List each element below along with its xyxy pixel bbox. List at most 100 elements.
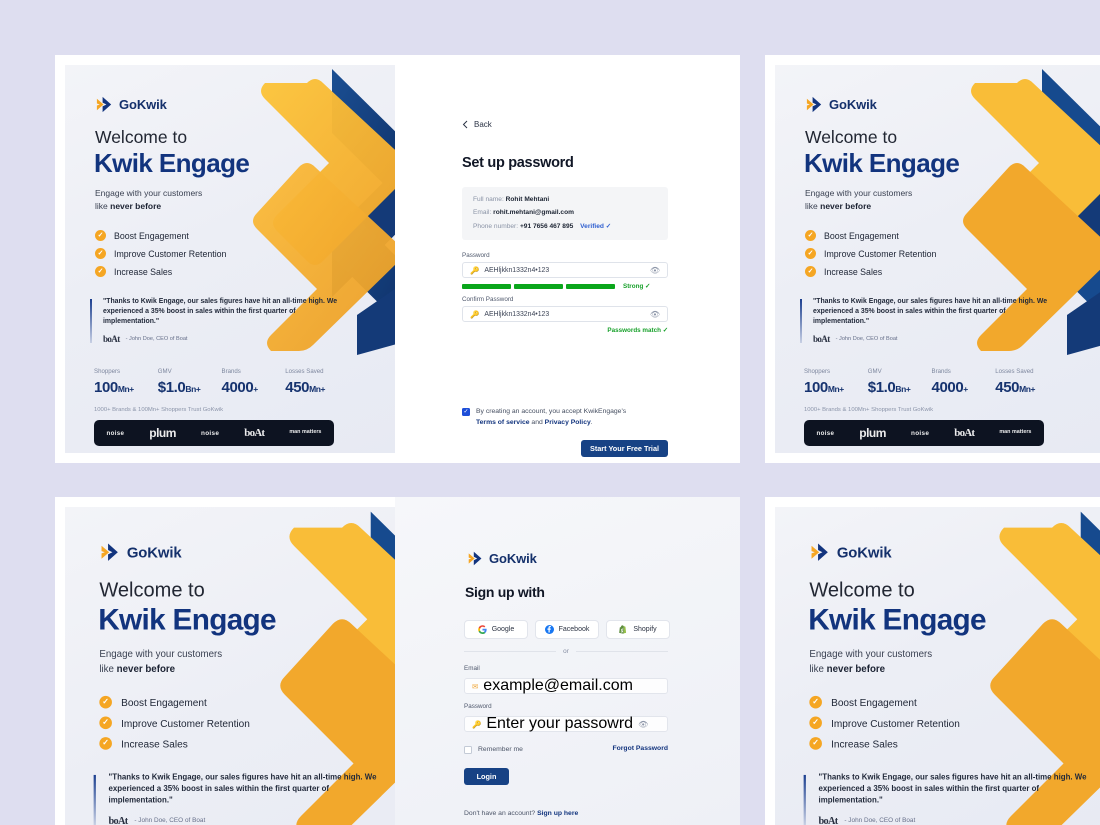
- hero-content: GoKwik Welcome to Kwik Engage Engage wit…: [775, 507, 1100, 825]
- facebook-login-button[interactable]: Facebook: [535, 620, 599, 639]
- email-label: Email:: [473, 209, 492, 216]
- brand-logo-man-matters: man matters: [999, 429, 1032, 436]
- hero-feature-2: ✓ Improve Customer Retention: [809, 716, 960, 730]
- testimonial: "Thanks to Kwik Engage, our sales figure…: [93, 773, 380, 825]
- testimonial-author-row: boAt - John Doe, CEO of Boat: [813, 334, 1050, 344]
- hero-feature-label: Improve Customer Retention: [114, 248, 227, 259]
- toggle-confirm-password-visibility-icon[interactable]: 👁: [649, 309, 660, 319]
- terms-checkbox[interactable]: ✓: [462, 408, 470, 416]
- hero-feature-2: ✓ Improve Customer Retention: [99, 716, 250, 730]
- gokwik-mark-icon: [806, 96, 822, 113]
- stat-number: 450: [285, 379, 310, 396]
- hero-feature-label: Improve Customer Retention: [831, 717, 960, 729]
- stat-label: Shoppers: [804, 368, 831, 375]
- gokwik-logo-text: GoKwik: [836, 543, 892, 561]
- stat-label: Shoppers: [94, 368, 121, 375]
- info-row-fullname: Full name: Rohit Mehtani: [473, 196, 657, 203]
- gokwik-logo-text: GoKwik: [829, 97, 877, 112]
- login-button[interactable]: Login: [464, 768, 509, 785]
- start-free-trial-button[interactable]: Start Your Free Trial: [581, 440, 668, 457]
- hero-feature-3: ✓ Increase Sales: [99, 737, 188, 750]
- forgot-password-link[interactable]: Forgot Password: [612, 745, 668, 752]
- facebook-icon: [544, 625, 554, 634]
- stat-label: Losses Saved: [285, 368, 324, 375]
- hero-feature-label: Boost Engagement: [831, 696, 917, 708]
- brand-logo-bar: noise plum noise boAt man matters: [94, 420, 334, 446]
- toggle-password-visibility-icon[interactable]: 👁: [638, 719, 649, 729]
- back-button[interactable]: Back: [462, 120, 492, 129]
- toggle-password-visibility-icon[interactable]: 👁: [649, 265, 660, 275]
- social-login-row: Google Facebook Shopify: [464, 620, 670, 639]
- testimonial-author-row: boAt - John Doe, CEO of Boat: [109, 815, 380, 825]
- strength-segment: [514, 284, 563, 289]
- hero-feature-label: Increase Sales: [121, 737, 188, 750]
- testimonial: "Thanks to Kwik Engage, our sales figure…: [803, 773, 1090, 825]
- brand-logo-noise-alt: noise: [201, 429, 220, 437]
- divider-label: or: [563, 648, 569, 655]
- check-circle-icon: ✓: [95, 230, 106, 241]
- chevron-artwork-icon: [253, 69, 405, 355]
- stat-value: $1.0Bn+: [868, 379, 932, 396]
- stat-number: 4000: [931, 379, 964, 396]
- signup-email-placeholder: example@email.com: [483, 677, 633, 694]
- shopify-icon: [619, 625, 627, 634]
- stat-item: Shoppers 100Mn+: [804, 368, 868, 396]
- signup-password-input[interactable]: 🔑 Enter your passowrd 👁: [464, 715, 668, 732]
- stat-unit: Bn+: [185, 384, 201, 394]
- stat-unit: Mn+: [309, 384, 326, 394]
- stat-item: Losses Saved 450Mn+: [995, 368, 1059, 396]
- signup-email-input[interactable]: ✉ example@email.com: [464, 677, 668, 694]
- password-value: AEHljkkn1332n4•123: [484, 266, 550, 274]
- terms-of-service-link[interactable]: Terms of service: [476, 418, 530, 426]
- hero-feature-1: ✓ Boost Engagement: [809, 695, 917, 709]
- hero-subtitle: Engage with your customers like never be…: [809, 647, 932, 676]
- chevron-left-icon: [462, 120, 468, 129]
- hero-feature-2: ✓ Improve Customer Retention: [805, 248, 936, 259]
- terms-prefix: By creating an account, you accept KwikE…: [476, 408, 627, 415]
- gokwik-logo: GoKwik: [99, 541, 182, 563]
- hero-subtitle: Engage with your customers like never be…: [99, 647, 222, 676]
- hero-content: GoKwik Welcome to Kwik Engage Engage wit…: [65, 65, 405, 453]
- check-circle-icon: ✓: [95, 248, 106, 259]
- hero-feature-label: Increase Sales: [824, 266, 883, 277]
- stat-value: 4000+: [222, 379, 286, 396]
- terms-text: By creating an account, you accept KwikE…: [476, 407, 626, 428]
- testimonial-author: - John Doe, CEO of Boat: [844, 817, 916, 825]
- check-circle-icon: ✓: [805, 230, 816, 241]
- panel-bottom-right: GoKwik Welcome to Kwik Engage Engage wit…: [765, 497, 1100, 825]
- stat-unit: +: [253, 384, 258, 394]
- stat-unit: +: [963, 384, 968, 394]
- chevron-artwork-icon: [990, 511, 1100, 825]
- signup-email-label: Email: [464, 665, 480, 672]
- brand-logo-man-matters: man matters: [289, 429, 322, 436]
- sign-up-here-link[interactable]: Sign up here: [537, 810, 579, 817]
- shopify-login-button[interactable]: Shopify: [606, 620, 670, 639]
- stat-value: 4000+: [932, 379, 996, 396]
- brand-logo-plum: plum: [859, 426, 886, 440]
- signup-password-placeholder: Enter your passowrd: [486, 715, 634, 732]
- testimonial-author-row: boAt - John Doe, CEO of Boat: [103, 334, 340, 344]
- confirm-password-label: Confirm Password: [462, 296, 514, 303]
- gokwik-logo: GoKwik: [95, 95, 167, 114]
- hero-feature-3: ✓ Increase Sales: [95, 266, 172, 277]
- remember-me-row[interactable]: Remember me: [464, 745, 523, 754]
- terms-row: ✓ By creating an account, you accept Kwi…: [462, 407, 677, 428]
- stat-unit: Mn+: [827, 384, 844, 394]
- remember-me-checkbox[interactable]: [464, 746, 472, 754]
- account-info-box: Full name: Rohit Mehtani Email: rohit.me…: [462, 187, 668, 240]
- hero-feature-label: Increase Sales: [831, 737, 898, 750]
- confirm-password-input[interactable]: 🔑 AEHljkkn1332n4•123 👁: [462, 306, 668, 322]
- hero-feature-2: ✓ Improve Customer Retention: [95, 248, 226, 259]
- stat-number: $1.0: [157, 379, 186, 396]
- shopify-login-label: Shopify: [633, 626, 657, 633]
- testimonial-text: "Thanks to Kwik Engage, our sales figure…: [108, 773, 377, 805]
- hero-subtitle: Engage with your customers like never be…: [805, 187, 912, 212]
- password-input[interactable]: 🔑 AEHljkkn1332n4•123 👁: [462, 262, 668, 278]
- testimonial-author: - John Doe, CEO of Boat: [134, 817, 206, 825]
- brand-logo-bar: noise plum noise boAt man matters: [804, 420, 1044, 446]
- google-login-button[interactable]: Google: [464, 620, 528, 639]
- set-up-password-panel: Back Set up password Full name: Rohit Me…: [395, 55, 740, 463]
- privacy-policy-link[interactable]: Privacy Policy: [544, 418, 591, 426]
- stat-label: Losses Saved: [995, 368, 1034, 375]
- stat-label: Brands: [221, 368, 241, 375]
